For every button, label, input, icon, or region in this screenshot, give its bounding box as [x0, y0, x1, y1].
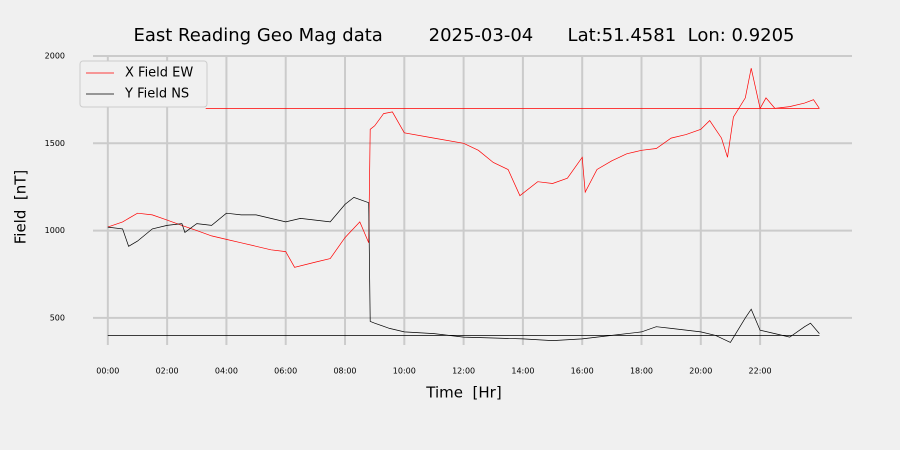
x-tick-label: 22:00: [749, 367, 772, 376]
legend-label: X Field EW: [125, 66, 193, 81]
x-tick-label: 08:00: [333, 367, 356, 376]
legend-box: [79, 60, 208, 108]
y-tick-label: 1500: [45, 139, 65, 148]
legend-label: Y Field NS: [124, 87, 189, 102]
x-tick-label: 06:00: [274, 367, 297, 376]
x-tick-label: 14:00: [511, 367, 534, 376]
y-tick-label: 1000: [45, 226, 65, 235]
x-tick-label: 20:00: [689, 367, 712, 376]
x-tick-label: 18:00: [630, 367, 653, 376]
y-tick-label: 2000: [45, 52, 65, 61]
series-line: [107, 68, 820, 268]
chart-title: East Reading Geo Mag data 2025-03-04 Lat…: [133, 25, 794, 46]
x-tick-label: 10:00: [393, 367, 416, 376]
x-tick-label: 04:00: [215, 367, 238, 376]
x-tick-label: 02:00: [156, 367, 179, 376]
x-tick-label: 16:00: [571, 367, 594, 376]
y-axis-label: Field [nT]: [12, 170, 30, 245]
x-tick-label: 00:00: [96, 367, 119, 376]
x-tick-label: 12:00: [452, 367, 475, 376]
y-tick-label: 500: [50, 313, 65, 322]
series-line: [107, 197, 820, 343]
x-axis-label: Time [Hr]: [425, 384, 501, 402]
legend: X Field EW Y Field NS: [79, 60, 208, 108]
